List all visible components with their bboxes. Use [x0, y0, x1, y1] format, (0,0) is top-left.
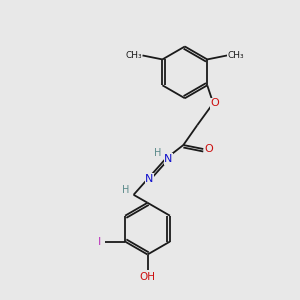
- Text: N: N: [145, 174, 154, 184]
- Text: H: H: [154, 148, 161, 158]
- Text: N: N: [164, 154, 172, 164]
- Text: CH₃: CH₃: [125, 51, 142, 60]
- Text: O: O: [205, 144, 214, 154]
- Text: O: O: [211, 98, 220, 108]
- Text: OH: OH: [140, 272, 155, 282]
- Text: H: H: [122, 185, 129, 195]
- Text: CH₃: CH₃: [228, 51, 244, 60]
- Text: I: I: [98, 237, 101, 247]
